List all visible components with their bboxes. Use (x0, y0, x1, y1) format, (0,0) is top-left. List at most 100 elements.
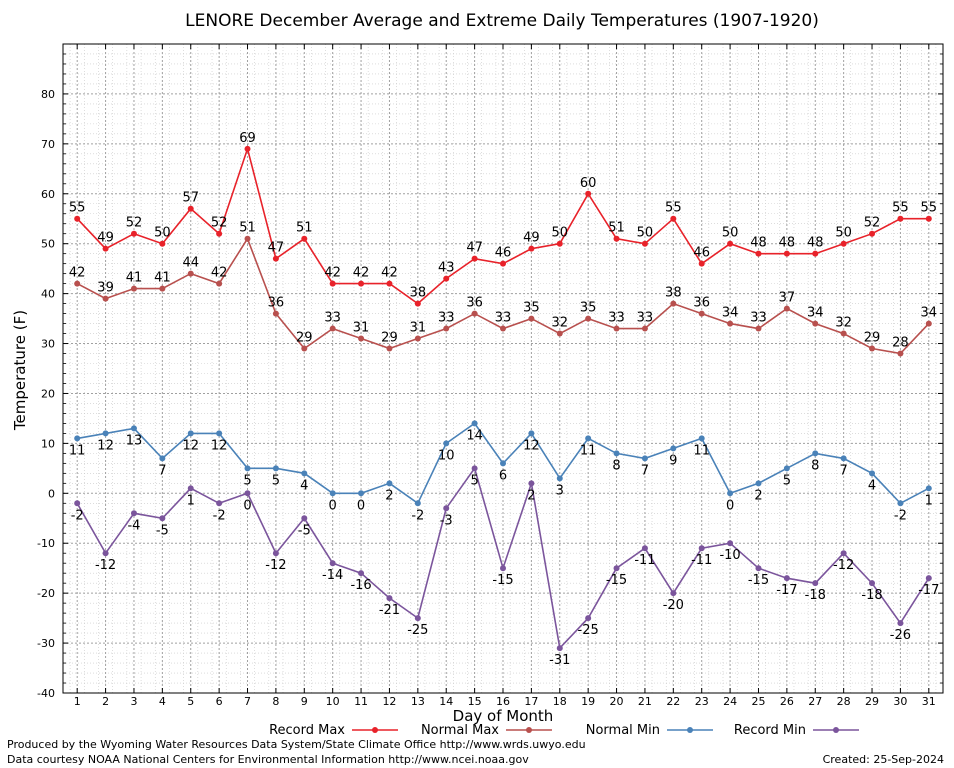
data-point (102, 430, 109, 437)
legend-item: Record Min (734, 723, 859, 738)
data-label: 29 (381, 331, 398, 346)
data-point (812, 580, 819, 587)
data-point (414, 300, 421, 307)
data-label: 55 (69, 201, 86, 216)
data-label: 46 (495, 246, 512, 261)
data-point (556, 240, 563, 247)
y-tick-label: 40 (41, 288, 55, 301)
y-axis-label: Temperature (F) (11, 310, 29, 431)
data-point (272, 465, 279, 472)
x-tick-label: 8 (272, 695, 279, 708)
data-label: 6 (499, 468, 507, 483)
data-label: 50 (154, 226, 171, 241)
legend-swatch-marker (372, 727, 378, 733)
x-tick-label: 26 (780, 695, 794, 708)
data-point (187, 485, 194, 492)
data-point (727, 240, 734, 247)
data-point (925, 485, 932, 492)
data-label: -26 (890, 628, 911, 643)
data-point (613, 235, 620, 242)
x-axis-label: Day of Month (453, 707, 554, 725)
data-label: 1 (187, 493, 195, 508)
data-label: -15 (748, 573, 769, 588)
data-label: 31 (410, 321, 427, 336)
data-label: 49 (523, 231, 540, 246)
data-label: -3 (440, 513, 453, 528)
data-point (585, 615, 592, 622)
data-label: -12 (265, 558, 286, 573)
data-point (755, 565, 762, 572)
data-label: 13 (126, 433, 143, 448)
data-point (727, 490, 734, 497)
data-point (783, 305, 790, 312)
data-point (556, 475, 563, 482)
data-point (755, 325, 762, 332)
data-label: -15 (492, 573, 513, 588)
data-point (102, 295, 109, 302)
x-tick-label: 14 (439, 695, 453, 708)
data-label: 60 (580, 176, 597, 191)
data-label: 29 (296, 331, 313, 346)
data-point (670, 300, 677, 307)
x-tick-label: 23 (695, 695, 709, 708)
data-point (159, 455, 166, 462)
data-point (670, 215, 677, 222)
data-label: 8 (811, 458, 819, 473)
data-label: 52 (211, 216, 228, 231)
data-label: 28 (892, 336, 909, 351)
data-label: 41 (154, 271, 171, 286)
x-tick-label: 7 (244, 695, 251, 708)
data-point (301, 515, 308, 522)
data-point (130, 285, 137, 292)
data-point (187, 430, 194, 437)
data-label: 41 (126, 271, 143, 286)
data-label: -11 (634, 553, 655, 568)
data-label: 34 (722, 306, 739, 321)
data-label: 11 (69, 443, 86, 458)
data-label: 2 (754, 488, 762, 503)
data-point (74, 435, 81, 442)
data-point (102, 550, 109, 557)
data-label: 32 (552, 316, 569, 331)
data-label: 29 (864, 331, 881, 346)
legend-label: Normal Min (586, 723, 660, 738)
data-point (698, 310, 705, 317)
data-point (500, 565, 506, 572)
data-point (783, 575, 790, 582)
x-tick-label: 9 (301, 695, 308, 708)
data-point (471, 255, 478, 262)
x-tick-label: 6 (216, 695, 223, 708)
data-point (613, 325, 620, 332)
data-label: 36 (693, 296, 710, 311)
data-point (216, 280, 223, 287)
data-label: -2 (71, 508, 84, 523)
x-tick-label: 18 (553, 695, 567, 708)
data-label: 34 (807, 306, 824, 321)
data-label: -21 (379, 603, 400, 618)
x-tick-label: 17 (524, 695, 538, 708)
data-point (925, 575, 932, 582)
x-tick-label: 13 (411, 695, 425, 708)
data-label: 38 (665, 286, 682, 301)
data-label: 47 (268, 241, 285, 256)
legend-item: Record Max (269, 723, 398, 738)
data-point (812, 450, 819, 457)
data-label: 44 (182, 256, 199, 271)
legend-swatch-marker (526, 727, 532, 733)
data-label: 52 (864, 216, 881, 231)
data-label: -18 (861, 588, 882, 603)
data-point (727, 540, 734, 547)
data-point (130, 510, 137, 517)
data-label: 11 (693, 443, 710, 458)
data-label: 33 (750, 311, 767, 326)
data-label: -2 (213, 508, 226, 523)
data-label: 55 (665, 201, 682, 216)
data-label: 35 (580, 301, 597, 316)
data-point (500, 260, 506, 267)
data-point (386, 595, 393, 602)
data-label: 0 (243, 498, 251, 513)
x-tick-label: 24 (723, 695, 737, 708)
